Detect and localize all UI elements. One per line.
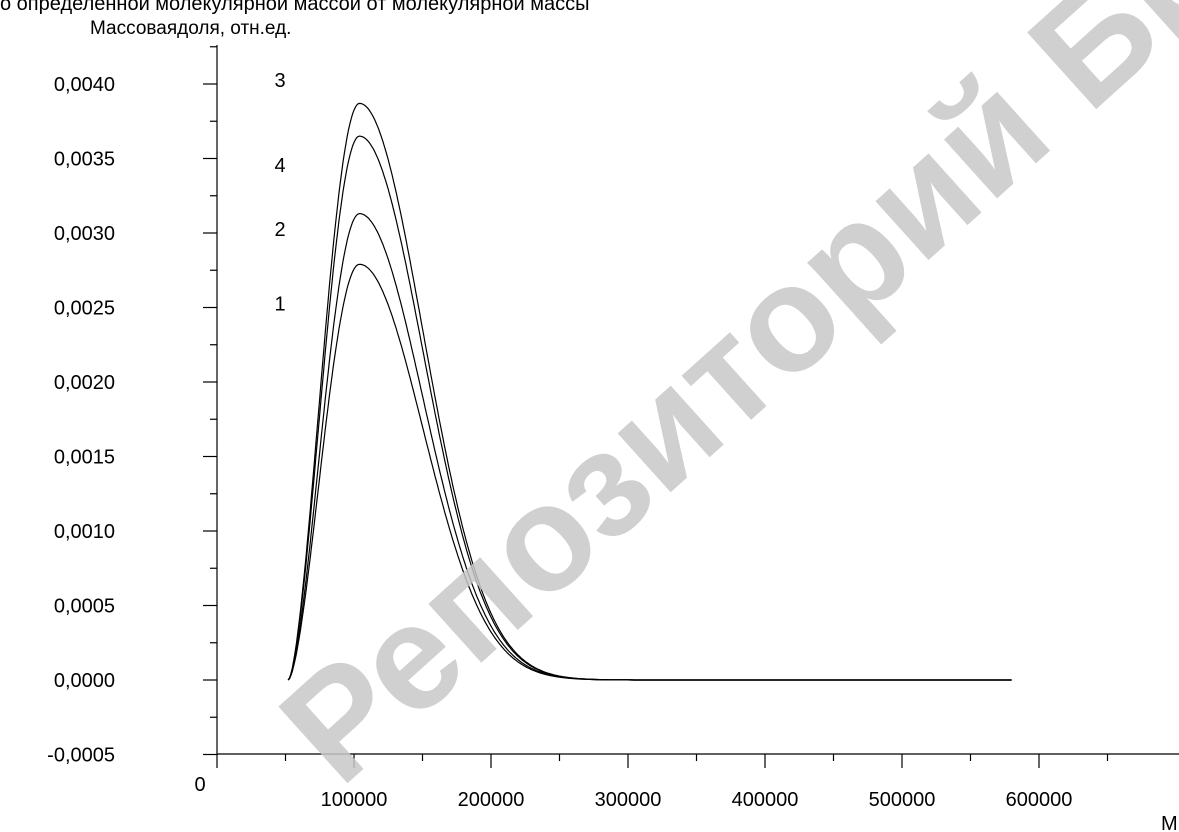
y-tick-label: 0,0030 <box>54 223 115 245</box>
curve-label-4: 4 <box>275 155 286 177</box>
x-tick-label: 400000 <box>732 789 799 811</box>
y-tick-label: 0,0010 <box>54 521 115 543</box>
ticks: -0,0005 0,0000 0,0005 0,0010 0,0015 0,0020 0,0… <box>47 46 1109 811</box>
x-tick-label: 200000 <box>458 789 525 811</box>
x-axis-label: М <box>1161 813 1178 832</box>
x-tick-label: 500000 <box>869 789 936 811</box>
y-tick-label: 0,0025 <box>54 298 115 320</box>
y-tick-label: 0,0005 <box>54 596 115 618</box>
y-tick-label: 0,0015 <box>54 447 115 469</box>
x-tick-label: 100000 <box>321 789 388 811</box>
header-caption: о определенной молекулярной массой от мо… <box>0 0 589 15</box>
y-tick-label: 0,0000 <box>54 670 115 692</box>
y-tick-label: 0,0020 <box>54 372 115 394</box>
curve-label-2: 2 <box>275 219 286 241</box>
series-line-1 <box>287 263 1012 681</box>
curve-labels: 3 4 2 1 <box>275 70 286 316</box>
curve-label-3: 3 <box>275 70 286 92</box>
y-axis-label: Массоваядоля, отн.ед. <box>90 18 291 39</box>
x-tick-label: 300000 <box>595 789 662 811</box>
y-tick-label: -0,0005 <box>47 745 115 767</box>
x-tick-label: 600000 <box>1006 789 1073 811</box>
x-tick-label: 0 <box>194 774 205 796</box>
watermark: Репозиторий БрГУ <box>249 0 1179 814</box>
y-tick-label: 0,0040 <box>54 74 115 96</box>
axes <box>216 45 1179 755</box>
y-tick-label: 0,0035 <box>54 149 115 171</box>
curves <box>287 102 1012 681</box>
curve-label-1: 1 <box>275 293 286 315</box>
